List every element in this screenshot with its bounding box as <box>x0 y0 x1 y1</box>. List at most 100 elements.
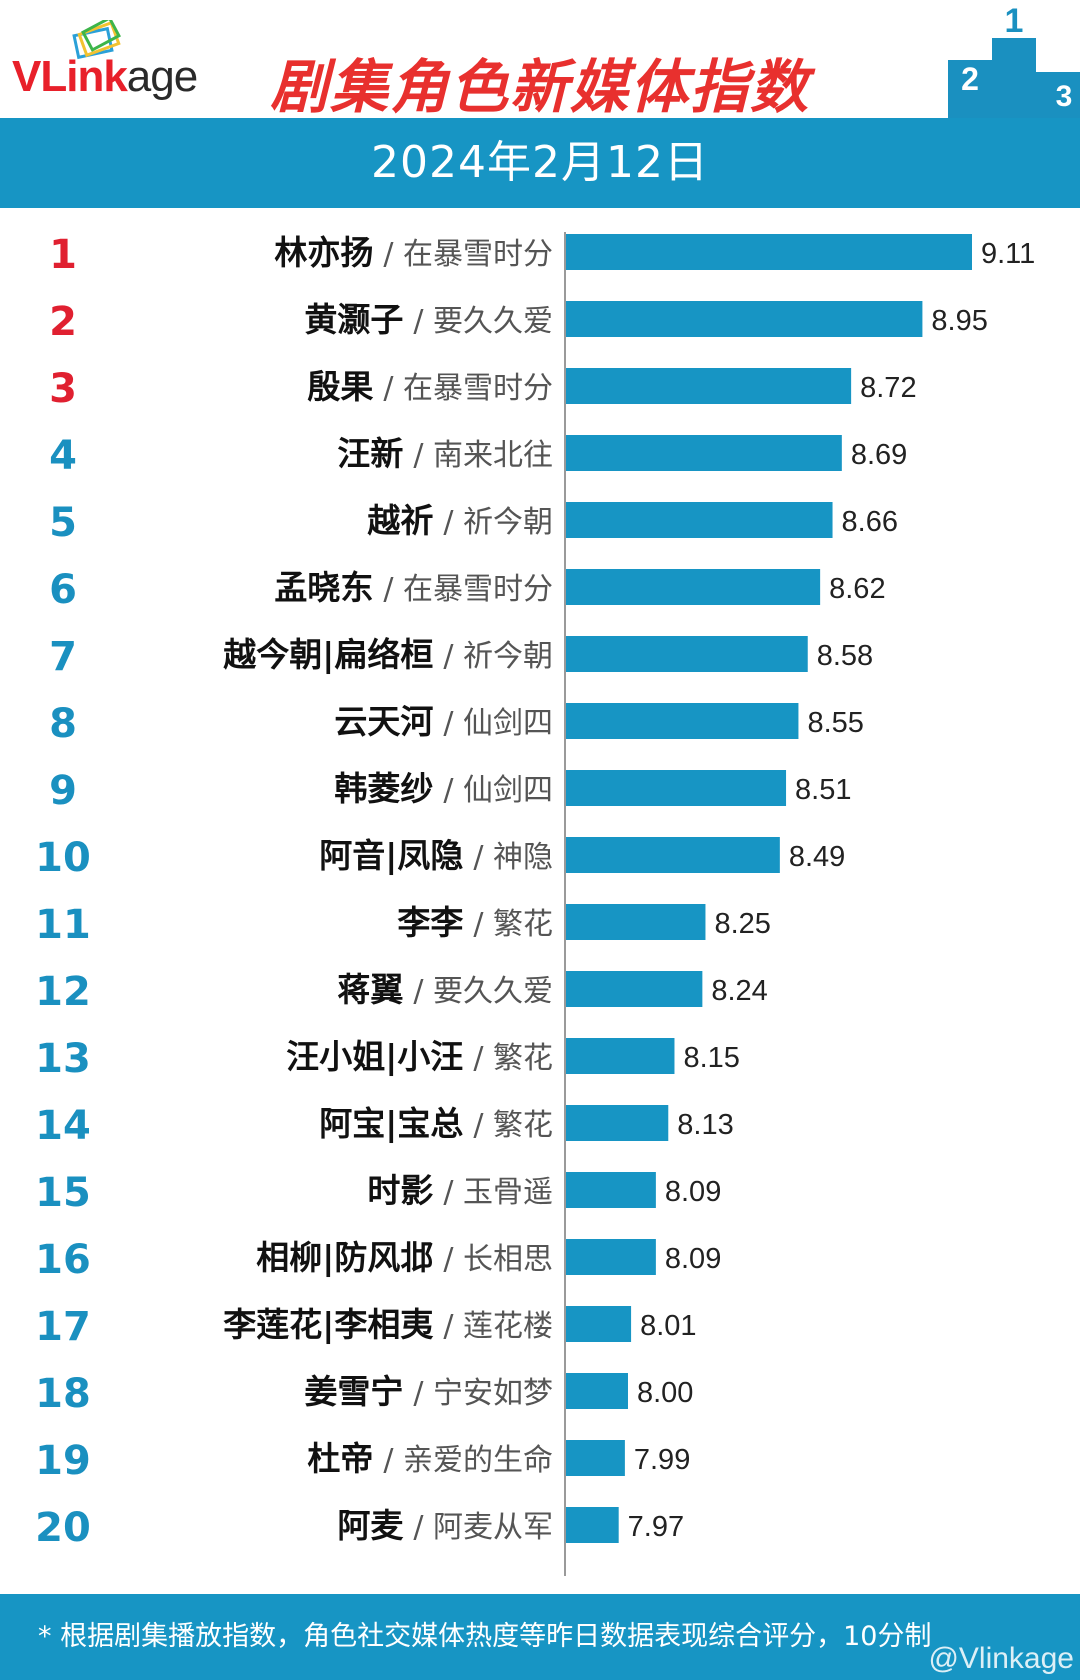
drama-name: / 在暴雪时分 <box>383 371 553 406</box>
chart-bar <box>566 1306 632 1342</box>
drama-name: / 要久久爱 <box>413 304 553 339</box>
row-label: 时影 / 玉骨遥 <box>367 1171 553 1210</box>
character-name: 阿宝|宝总 <box>319 1104 463 1143</box>
row-label: 越今朝|扁络桓 / 祈今朝 <box>223 635 553 674</box>
rank-number: 7 <box>49 634 77 680</box>
podium-label-1: 1 <box>1005 8 1024 40</box>
chart-bar <box>566 1373 628 1409</box>
rank-number: 13 <box>35 1036 91 1082</box>
drama-name: / 繁花 <box>473 1108 553 1143</box>
date-banner: 2024年2月12日 <box>0 118 1080 208</box>
character-name: 林亦扬 <box>274 233 373 272</box>
chart-bar <box>566 368 852 404</box>
row-label: 相柳|防风邶 / 长相思 <box>256 1238 553 1277</box>
bar-value-label: 7.97 <box>628 1511 684 1543</box>
character-name: 阿音|凤隐 <box>319 836 463 875</box>
character-name: 杜帝 <box>307 1439 373 1478</box>
character-name: 黄灏子 <box>304 300 403 339</box>
rank-number: 17 <box>35 1304 91 1350</box>
row-label: 李莲花|李相夷 / 莲花楼 <box>223 1305 553 1344</box>
chart-bar <box>566 1507 619 1543</box>
drama-name: / 在暴雪时分 <box>383 237 553 272</box>
row-label: 汪小姐|小汪 / 繁花 <box>286 1037 553 1076</box>
drama-name: / 要久久爱 <box>413 974 553 1009</box>
row-label: 孟晓东 / 在暴雪时分 <box>274 568 553 607</box>
logo-text-age: age <box>126 52 198 101</box>
vlinkage-logo: VLinkage <box>12 20 242 110</box>
row-label: 黄灏子 / 要久久爱 <box>304 300 553 339</box>
page-title: 剧集角色新媒体指数 <box>270 53 811 121</box>
character-name: 蒋翼 <box>337 970 403 1009</box>
bar-value-label: 9.11 <box>981 238 1035 270</box>
bar-value-label: 8.24 <box>711 975 767 1007</box>
drama-name: / 仙剑四 <box>443 773 553 808</box>
rank-number: 4 <box>49 433 77 479</box>
chart-bar <box>566 569 821 605</box>
row-label: 殷果 / 在暴雪时分 <box>307 367 553 406</box>
rank-number: 20 <box>35 1505 91 1551</box>
row-label: 蒋翼 / 要久久爱 <box>337 970 553 1009</box>
bar-value-label: 8.55 <box>807 707 863 739</box>
bar-value-label: 8.00 <box>637 1377 693 1409</box>
rank-number: 1 <box>49 232 77 278</box>
drama-name: / 祈今朝 <box>443 505 553 540</box>
character-name: 时影 <box>367 1171 433 1210</box>
ranking-bar-chart: 9.11 1 林亦扬 / 在暴雪时分 8.95 2 黄灏子 / 要久久爱 8.72 3 殷果 / 在暴… <box>0 208 1080 1594</box>
character-name: 越祈 <box>367 501 433 540</box>
bar-value-label: 8.66 <box>842 506 898 538</box>
logo-text: VLinkage <box>12 52 198 102</box>
character-name: 李李 <box>397 903 463 942</box>
chart-bar <box>566 301 923 337</box>
chart-bar <box>566 1440 625 1476</box>
bar-value-label: 8.72 <box>860 372 916 404</box>
chart-bar <box>566 1239 656 1275</box>
row-label: 姜雪宁 / 宁安如梦 <box>304 1372 553 1411</box>
row-label: 韩菱纱 / 仙剑四 <box>334 769 553 808</box>
drama-name: / 莲花楼 <box>443 1309 553 1344</box>
chart-bar <box>566 703 799 739</box>
bar-value-label: 8.69 <box>851 439 907 471</box>
podium-icon: 2 1 3 <box>948 8 1080 120</box>
bar-value-label: 8.09 <box>665 1243 721 1275</box>
bar-value-label: 8.95 <box>931 305 987 337</box>
bar-value-label: 8.51 <box>795 774 851 806</box>
chart-bar <box>566 1172 656 1208</box>
character-name: 孟晓东 <box>274 568 373 607</box>
footer-note: * 根据剧集播放指数，角色社交媒体热度等昨日数据表现综合评分，10分制 <box>0 1594 1080 1680</box>
character-name: 汪新 <box>337 434 403 473</box>
logo-mark-icon <box>72 20 121 60</box>
chart-bar <box>566 636 808 672</box>
drama-name: / 南来北往 <box>413 438 553 473</box>
drama-name: / 仙剑四 <box>443 706 553 741</box>
drama-name: / 繁花 <box>473 1041 553 1076</box>
rank-number: 16 <box>35 1237 91 1283</box>
row-label: 阿宝|宝总 / 繁花 <box>319 1104 553 1143</box>
chart-svg: 9.11 1 林亦扬 / 在暴雪时分 8.95 2 黄灏子 / 要久久爱 8.72 3 殷果 / 在暴… <box>35 232 1035 1576</box>
podium-label-3: 3 <box>1056 80 1073 113</box>
drama-name: / 长相思 <box>443 1242 553 1277</box>
rank-number: 14 <box>35 1103 91 1149</box>
drama-name: / 玉骨遥 <box>443 1175 553 1210</box>
character-name: 越今朝|扁络桓 <box>223 635 433 674</box>
drama-name: / 繁花 <box>473 907 553 942</box>
chart-bar <box>566 904 706 940</box>
bar-value-label: 8.13 <box>677 1109 733 1141</box>
rank-number: 12 <box>35 969 91 1015</box>
chart-bar <box>566 435 842 471</box>
chart-bar <box>566 502 833 538</box>
character-name: 姜雪宁 <box>304 1372 403 1411</box>
bar-value-label: 8.09 <box>665 1176 721 1208</box>
logo-text-vlink: VLink <box>12 52 128 101</box>
rank-number: 18 <box>35 1371 91 1417</box>
watermark: @Vlinkage <box>928 1642 1074 1675</box>
row-label: 汪新 / 南来北往 <box>337 434 553 473</box>
character-name: 汪小姐|小汪 <box>286 1037 463 1076</box>
drama-name: / 神隐 <box>473 840 553 875</box>
character-name: 韩菱纱 <box>334 769 433 808</box>
rank-number: 2 <box>49 299 77 345</box>
rank-number: 10 <box>35 835 91 881</box>
drama-name: / 祈今朝 <box>443 639 553 674</box>
rank-number: 15 <box>35 1170 91 1216</box>
chart-bar <box>566 770 787 806</box>
chart-bar <box>566 234 972 270</box>
